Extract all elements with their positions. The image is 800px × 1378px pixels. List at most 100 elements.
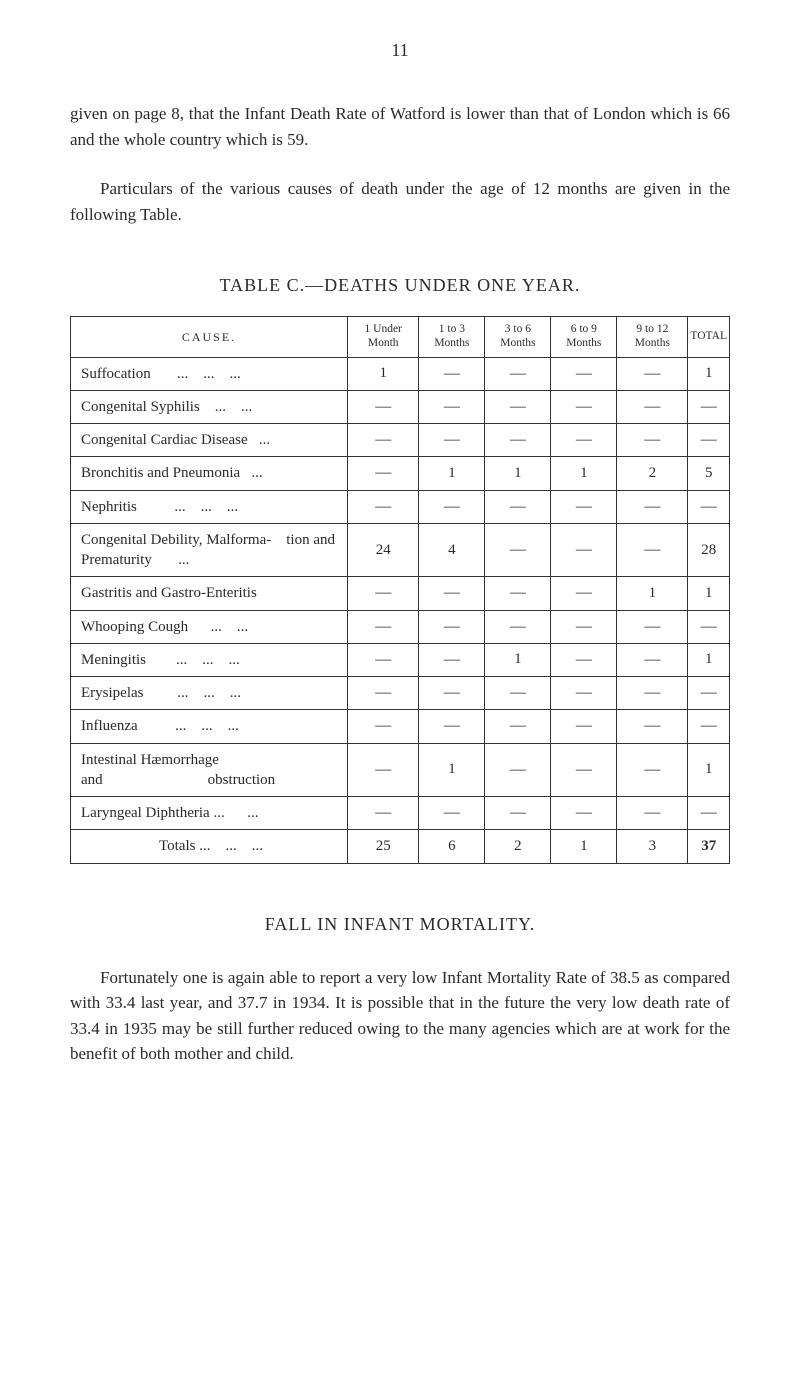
cell-c2: — <box>419 610 485 643</box>
col-cause: CAUSE. <box>71 317 348 358</box>
cell-c2: 1 <box>419 743 485 797</box>
table-row: Congenital Cardiac Disease ...—————— <box>71 424 730 457</box>
table-totals-row: Totals ... ... ...25621337 <box>71 830 730 863</box>
totals-cell-c4: 1 <box>551 830 617 863</box>
cell-c2: — <box>419 797 485 830</box>
row-label: Congenital Syphilis ... ... <box>71 390 348 423</box>
totals-cell-c2: 6 <box>419 830 485 863</box>
row-label: Congenital Cardiac Disease ... <box>71 424 348 457</box>
cell-c4: — <box>551 610 617 643</box>
cell-c3: — <box>485 677 551 710</box>
col-1-3: 1 to 3 Months <box>419 317 485 358</box>
totals-cell-c5: 3 <box>617 830 688 863</box>
table-row: Laryngeal Diphtheria ... ...—————— <box>71 797 730 830</box>
row-label: Influenza ... ... ... <box>71 710 348 743</box>
col-3-6: 3 to 6 Months <box>485 317 551 358</box>
cell-total: — <box>688 797 730 830</box>
cell-c5: — <box>617 710 688 743</box>
cell-c2: — <box>419 677 485 710</box>
cell-c3: — <box>485 710 551 743</box>
table-row: Gastritis and Gastro-Enteritis————11 <box>71 577 730 610</box>
row-label: Congenital Debility, Malforma- tion and … <box>71 523 348 577</box>
cell-c1: — <box>348 710 419 743</box>
cell-c2: — <box>419 490 485 523</box>
cell-c4: — <box>551 523 617 577</box>
cell-c3: — <box>485 610 551 643</box>
cell-c5: — <box>617 523 688 577</box>
cell-total: 5 <box>688 457 730 490</box>
table-row: Meningitis ... ... ...——1——1 <box>71 643 730 676</box>
cell-c1: — <box>348 457 419 490</box>
cell-c4: — <box>551 797 617 830</box>
intro-paragraph-2: Particulars of the various causes of dea… <box>70 176 730 227</box>
cell-c3: — <box>485 424 551 457</box>
cell-c5: — <box>617 677 688 710</box>
cell-c5: — <box>617 357 688 390</box>
table-title: TABLE C.—DEATHS UNDER ONE YEAR. <box>70 275 730 296</box>
table-row: Intestinal Hæmorrhage and obstruction—1—… <box>71 743 730 797</box>
cell-c2: 4 <box>419 523 485 577</box>
row-label: Suffocation ... ... ... <box>71 357 348 390</box>
col-under-1: 1 Under Month <box>348 317 419 358</box>
cell-c5: 2 <box>617 457 688 490</box>
cell-total: 28 <box>688 523 730 577</box>
cell-c5: — <box>617 424 688 457</box>
cell-c3: — <box>485 523 551 577</box>
table-row: Influenza ... ... ...—————— <box>71 710 730 743</box>
totals-cell-c1: 25 <box>348 830 419 863</box>
col-9-12: 9 to 12 Months <box>617 317 688 358</box>
section-heading: FALL IN INFANT MORTALITY. <box>70 914 730 935</box>
row-label: Nephritis ... ... ... <box>71 490 348 523</box>
cell-c1: — <box>348 490 419 523</box>
totals-cell-c3: 2 <box>485 830 551 863</box>
cell-c1: — <box>348 577 419 610</box>
row-label: Intestinal Hæmorrhage and obstruction <box>71 743 348 797</box>
cell-c1: — <box>348 743 419 797</box>
cell-c3: — <box>485 577 551 610</box>
row-label: Whooping Cough ... ... <box>71 610 348 643</box>
cell-c3: 1 <box>485 643 551 676</box>
cell-total: — <box>688 610 730 643</box>
cell-c4: — <box>551 424 617 457</box>
cell-c3: 1 <box>485 457 551 490</box>
cell-c5: — <box>617 643 688 676</box>
cell-c2: — <box>419 710 485 743</box>
totals-cell-total: 37 <box>688 830 730 863</box>
cell-c4: — <box>551 577 617 610</box>
cell-c2: — <box>419 390 485 423</box>
page-number: 11 <box>70 40 730 61</box>
table-row: Whooping Cough ... ...—————— <box>71 610 730 643</box>
cell-c3: — <box>485 490 551 523</box>
row-label: Gastritis and Gastro-Enteritis <box>71 577 348 610</box>
cell-total: — <box>688 424 730 457</box>
cell-c1: 24 <box>348 523 419 577</box>
table-row: Congenital Syphilis ... ...—————— <box>71 390 730 423</box>
cell-total: 1 <box>688 577 730 610</box>
section-text: Fortunately one is again able to report … <box>70 965 730 1067</box>
cell-total: — <box>688 390 730 423</box>
cell-c5: — <box>617 490 688 523</box>
row-label: Bronchitis and Pneumonia ... <box>71 457 348 490</box>
cell-c3: — <box>485 797 551 830</box>
table-row: Congenital Debility, Malforma- tion and … <box>71 523 730 577</box>
cell-c1: — <box>348 390 419 423</box>
cell-total: 1 <box>688 643 730 676</box>
row-label: Laryngeal Diphtheria ... ... <box>71 797 348 830</box>
cell-c4: — <box>551 490 617 523</box>
cell-c5: — <box>617 610 688 643</box>
cell-c1: — <box>348 424 419 457</box>
table-row: Erysipelas ... ... ...—————— <box>71 677 730 710</box>
col-6-9: 6 to 9 Months <box>551 317 617 358</box>
cell-c4: — <box>551 743 617 797</box>
cell-c2: — <box>419 424 485 457</box>
cell-c5: — <box>617 743 688 797</box>
table-row: Nephritis ... ... ...—————— <box>71 490 730 523</box>
cell-total: — <box>688 677 730 710</box>
table-header-row: CAUSE. 1 Under Month 1 to 3 Months 3 to … <box>71 317 730 358</box>
cell-c3: — <box>485 357 551 390</box>
table-row: Bronchitis and Pneumonia ...—11125 <box>71 457 730 490</box>
cell-c4: — <box>551 677 617 710</box>
col-total: TOTAL <box>688 317 730 358</box>
cell-total: — <box>688 490 730 523</box>
cell-total: 1 <box>688 743 730 797</box>
